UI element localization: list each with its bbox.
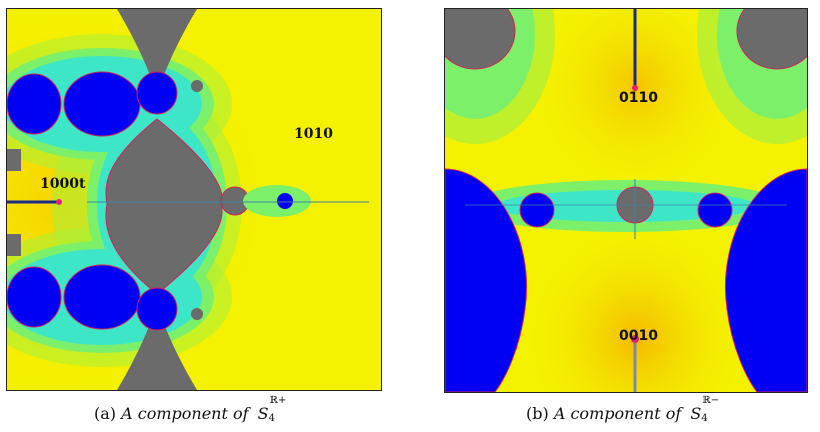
caption-b: (b) A component of S ℝ− 4 [526,404,701,423]
caption-a-tag: (a) [94,404,116,423]
region-label-0110: 0110 [619,90,658,106]
caption-b-text: A component of [554,404,681,423]
panel-a-fractal: 1010 1000t [6,8,382,391]
caption-b-tag: (b) [526,404,549,423]
region-label-1000t: 1000t [40,176,85,192]
caption-a-text: A component of [121,404,248,423]
region-label-1010: 1010 [294,126,333,142]
panel-a-fractal-image [7,9,381,390]
caption-a-symbol-letter: S [258,404,269,423]
caption-b-symbol: S ℝ− 4 [690,404,701,423]
panel-b-fractal: 0110 0010 [444,8,808,393]
caption-b-symbol-letter: S [690,404,701,423]
caption-b-superscript: ℝ− [702,395,719,406]
caption-b-subscript: 4 [701,413,707,424]
caption-a-superscript: ℝ+ [270,395,287,406]
region-label-0010: 0010 [619,328,658,344]
caption-a-symbol: S ℝ+ 4 [258,404,269,423]
caption-a-subscript: 4 [269,413,275,424]
caption-a: (a) A component of S ℝ+ 4 [94,404,269,423]
